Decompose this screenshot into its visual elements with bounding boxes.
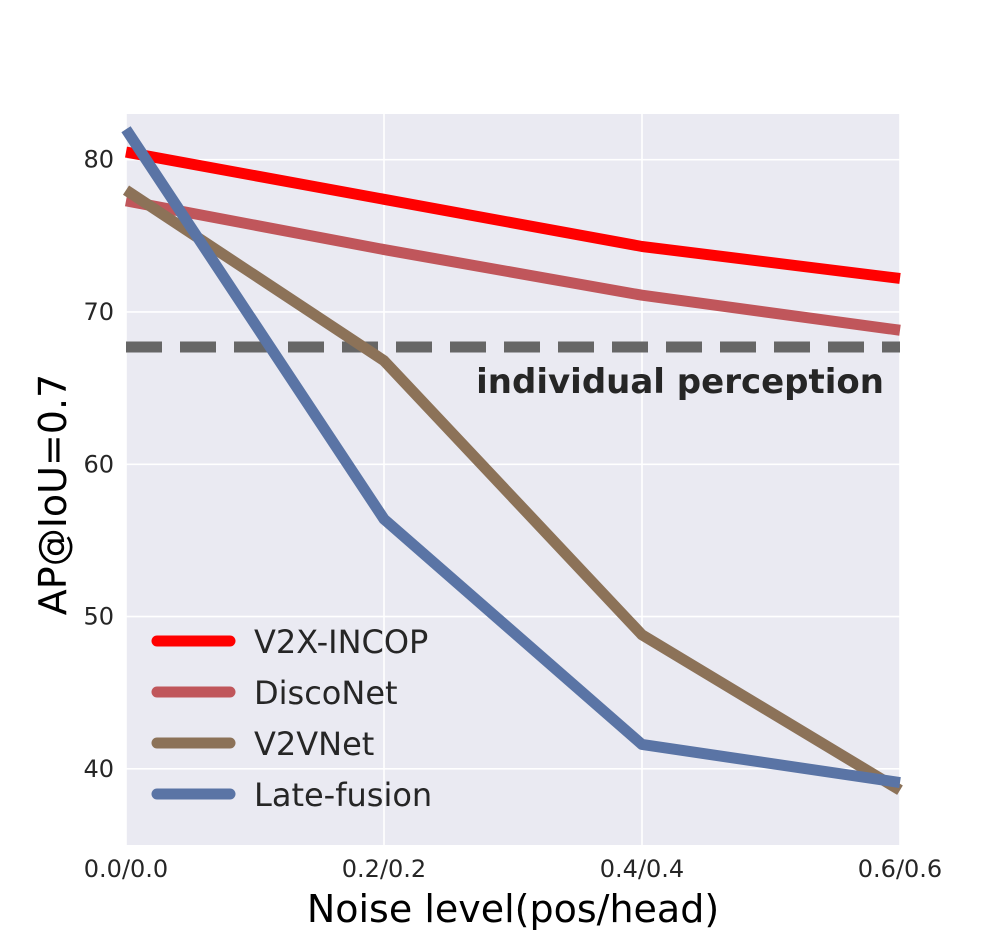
y-tick-label: 70 <box>83 298 114 326</box>
legend-label: V2X-INCOP <box>254 623 428 661</box>
series-line-disconet <box>124 195 901 336</box>
legend-label: DiscoNet <box>254 674 398 712</box>
x-tick-label: 0.2/0.2 <box>342 855 426 883</box>
y-tick-label: 80 <box>83 146 114 174</box>
legend-label: Late-fusion <box>254 776 432 814</box>
y-axis-label: AP@IoU=0.7 <box>31 374 75 615</box>
plot-area <box>126 114 900 845</box>
grid <box>125 114 901 845</box>
series-line-v2vnet <box>122 185 903 795</box>
x-axis-label: Noise level(pos/head) <box>307 887 719 931</box>
legend-label: V2VNet <box>254 725 374 763</box>
legend: V2X-INCOP DiscoNet V2VNet Late-fusion <box>151 623 432 814</box>
y-tick-label: 60 <box>83 450 114 478</box>
reference-line-label: individual perception <box>476 362 884 402</box>
x-tick-label: 0.4/0.4 <box>600 855 684 883</box>
series-group <box>121 126 903 795</box>
y-axis-ticks: 40 50 60 70 80 <box>83 146 114 783</box>
series-line-late-fusion <box>121 126 901 789</box>
x-tick-label: 0.0/0.0 <box>84 855 168 883</box>
series-line-v2x-incop <box>125 146 901 284</box>
y-tick-label: 50 <box>83 603 114 631</box>
x-axis-ticks: 0.0/0.0 0.2/0.2 0.4/0.4 0.6/0.6 <box>84 855 942 883</box>
x-tick-label: 0.6/0.6 <box>858 855 942 883</box>
y-tick-label: 40 <box>83 755 114 783</box>
